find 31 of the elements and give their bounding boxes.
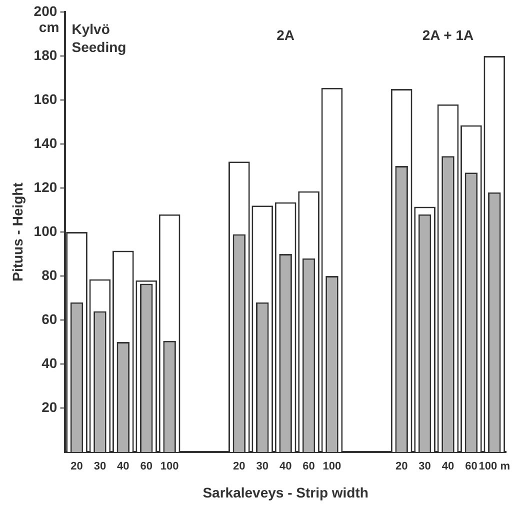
y-tick-label: 60 [42,310,58,327]
x-axis-title: Sarkaleveys - Strip width [202,484,368,500]
x-tick-label: 20 [395,460,408,473]
x-tick-label: 100 [322,460,342,473]
x-tick-label: 60 [465,460,478,473]
y-tick-label: 100 [34,222,58,239]
x-tick-label: 30 [94,460,106,473]
y-tick-label: 140 [34,134,58,151]
y-tick-label: 20 [42,398,58,415]
x-tick-label: 30 [256,460,268,473]
y-tick-label: 40 [42,354,58,371]
y-tick-label: 180 [34,46,58,63]
x-tick-label: 40 [279,460,292,473]
x-tick-label: 100 m [478,460,510,473]
annotation: 2A + 1A [422,26,474,43]
x-tick-label: 100 [160,460,179,473]
x-tick-label: 30 [418,460,431,473]
x-tick-label: 20 [233,460,246,473]
annotation: Kylvö Seeding [72,20,126,55]
x-tick-label: 60 [302,460,315,473]
x-tick-label: 40 [442,460,454,473]
x-tick-label: 60 [140,460,152,473]
y-tick-label: 160 [34,90,58,107]
y-tick-label: 200 [34,2,58,19]
annotation: 2A [276,26,295,43]
y-tick-label: 120 [34,178,58,195]
y-axis-title: Pituus - Height [9,182,26,282]
x-tick-label: 40 [117,460,130,473]
text: cm [38,18,60,35]
x-tick-label: 20 [70,460,83,473]
y-tick-label: 80 [42,266,58,283]
